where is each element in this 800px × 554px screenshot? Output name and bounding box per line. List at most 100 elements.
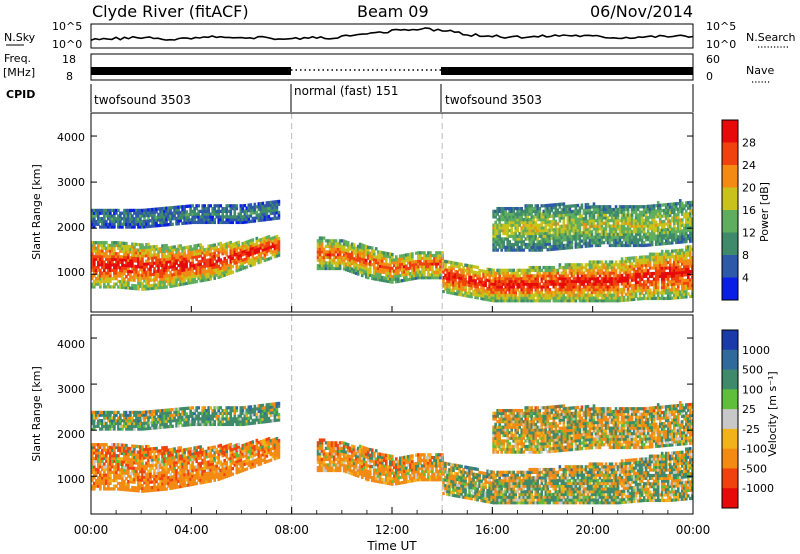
power-echo-cell-2 (682, 267, 686, 272)
power-echo-cell-0 (181, 263, 184, 267)
power-echo-cell-2 (568, 271, 572, 275)
power-echo-cell-0 (223, 243, 227, 247)
power-echo-cell-1 (344, 262, 348, 266)
power-echo-cell-4 (520, 215, 524, 219)
power-echo-cell-4 (546, 228, 550, 232)
power-echo-cell-2 (540, 293, 544, 297)
power-echo-cell-1 (382, 251, 386, 255)
power-echo-cell-4 (630, 235, 634, 239)
power-echo-cell-4 (508, 240, 511, 244)
power-echo-cell-2 (618, 276, 622, 281)
power-echo-cell-3 (233, 215, 237, 219)
power-echo-cell-2 (656, 260, 660, 265)
power-echo-cell-4 (588, 211, 592, 215)
power-echo-cell-2 (630, 292, 634, 296)
power-echo-cell-2 (656, 294, 660, 298)
power-echo-cell-2 (562, 265, 566, 270)
power-echo-cell-4 (604, 235, 608, 239)
power-echo-cell-3 (243, 209, 247, 213)
power-echo-cell-0 (151, 256, 154, 260)
power-echo-cell-1 (374, 260, 378, 265)
power-echo-cell-4 (494, 240, 497, 244)
power-echo-cell-3 (205, 212, 208, 216)
power-echo-cell-0 (161, 263, 164, 267)
power-echo-cell-4 (626, 243, 630, 248)
power-echo-cell-0 (149, 245, 152, 249)
power-echo-cell-3 (273, 214, 277, 218)
power-echo-cell-2 (546, 299, 550, 303)
power-echo-cell-0 (163, 244, 166, 248)
power-echo-cell-2 (606, 274, 610, 278)
power-echo-cell-4 (544, 215, 548, 219)
power-echo-cell-2 (612, 279, 616, 284)
power-echo-cell-3 (177, 205, 180, 209)
power-echo-cell-2 (634, 278, 638, 282)
power-echo-cell-1 (362, 263, 366, 267)
power-echo-cell-2 (534, 288, 538, 292)
power-echo-cell-4 (530, 234, 534, 238)
power-echo-cell-2 (668, 252, 672, 256)
power-echo-cell-1 (336, 264, 340, 268)
power-echo-cell-2 (596, 293, 600, 297)
power-echo-cell-2 (666, 282, 670, 287)
power-echo-cell-4 (566, 235, 570, 239)
power-echo-cell-1 (342, 250, 346, 254)
power-echo-cell-2 (496, 299, 499, 303)
power-echo-cell-4 (652, 229, 656, 233)
power-echo-cell-0 (213, 254, 217, 258)
power-echo-cell-0 (251, 252, 255, 256)
power-echo-cell-4 (596, 218, 600, 223)
power-echo-cell-4 (560, 230, 564, 234)
power-echo-cell-3 (161, 209, 164, 213)
power-echo-cell-4 (582, 241, 586, 246)
power-echo-cell-2 (638, 294, 642, 298)
power-echo-cell-3 (159, 218, 162, 222)
power-echo-cell-0 (245, 254, 249, 258)
power-echo-cell-2 (516, 296, 520, 300)
power-echo-cell-0 (159, 277, 162, 281)
power-echo-cell-0 (195, 252, 198, 256)
power-echo-cell-4 (642, 241, 646, 245)
power-echo-cell-1 (415, 251, 418, 255)
power-echo-cell-0 (115, 265, 118, 270)
power-echo-cell-4 (616, 221, 620, 225)
power-echo-cell-1 (395, 280, 398, 284)
power-echo-cell-4 (572, 229, 576, 233)
power-echo-cell-0 (97, 276, 100, 281)
power-echo-cell-2 (462, 288, 465, 292)
power-echo-cell-2 (666, 288, 670, 292)
power-echo-cell-2 (524, 274, 528, 278)
power-echo-cell-4 (552, 247, 556, 251)
power-echo-cell-1 (427, 262, 430, 266)
power-echo-cell-0 (109, 279, 112, 284)
power-echo-cell-2 (484, 272, 487, 277)
power-echo-cell-1 (395, 255, 398, 259)
power-echo-cell-4 (518, 237, 522, 241)
power-echo-cell-0 (93, 249, 96, 253)
power-echo-cell-4 (540, 218, 544, 222)
power-echo-cell-0 (137, 256, 140, 261)
power-echo-cell-2 (622, 287, 626, 291)
power-echo-cell-2 (582, 271, 586, 275)
power-echo-cell-0 (143, 273, 146, 277)
power-echo-cell-2 (502, 276, 505, 281)
power-echo-cell-4 (648, 226, 652, 230)
power-echo-cell-2 (596, 271, 600, 275)
power-echo-cell-3 (125, 219, 128, 224)
power-echo-cell-0 (255, 245, 259, 249)
power-echo-cell-4 (612, 213, 616, 217)
power-echo-cell-2 (586, 296, 590, 300)
power-echo-cell-0 (103, 263, 106, 267)
power-echo-cell-3 (155, 218, 158, 222)
power-echo-cell-4 (558, 244, 562, 248)
power-echo-cell-3 (239, 209, 243, 213)
power-echo-cell-0 (187, 259, 190, 263)
power-echo-cell-2 (542, 293, 546, 297)
power-echo-cell-0 (151, 261, 154, 266)
power-echo-cell-2 (684, 248, 688, 252)
power-echo-cell-0 (121, 282, 124, 287)
power-echo-cell-2 (684, 245, 688, 249)
power-echo-cell-0 (247, 253, 251, 257)
power-echo-cell-2 (686, 292, 690, 296)
power-echo-cell-3 (169, 222, 172, 227)
